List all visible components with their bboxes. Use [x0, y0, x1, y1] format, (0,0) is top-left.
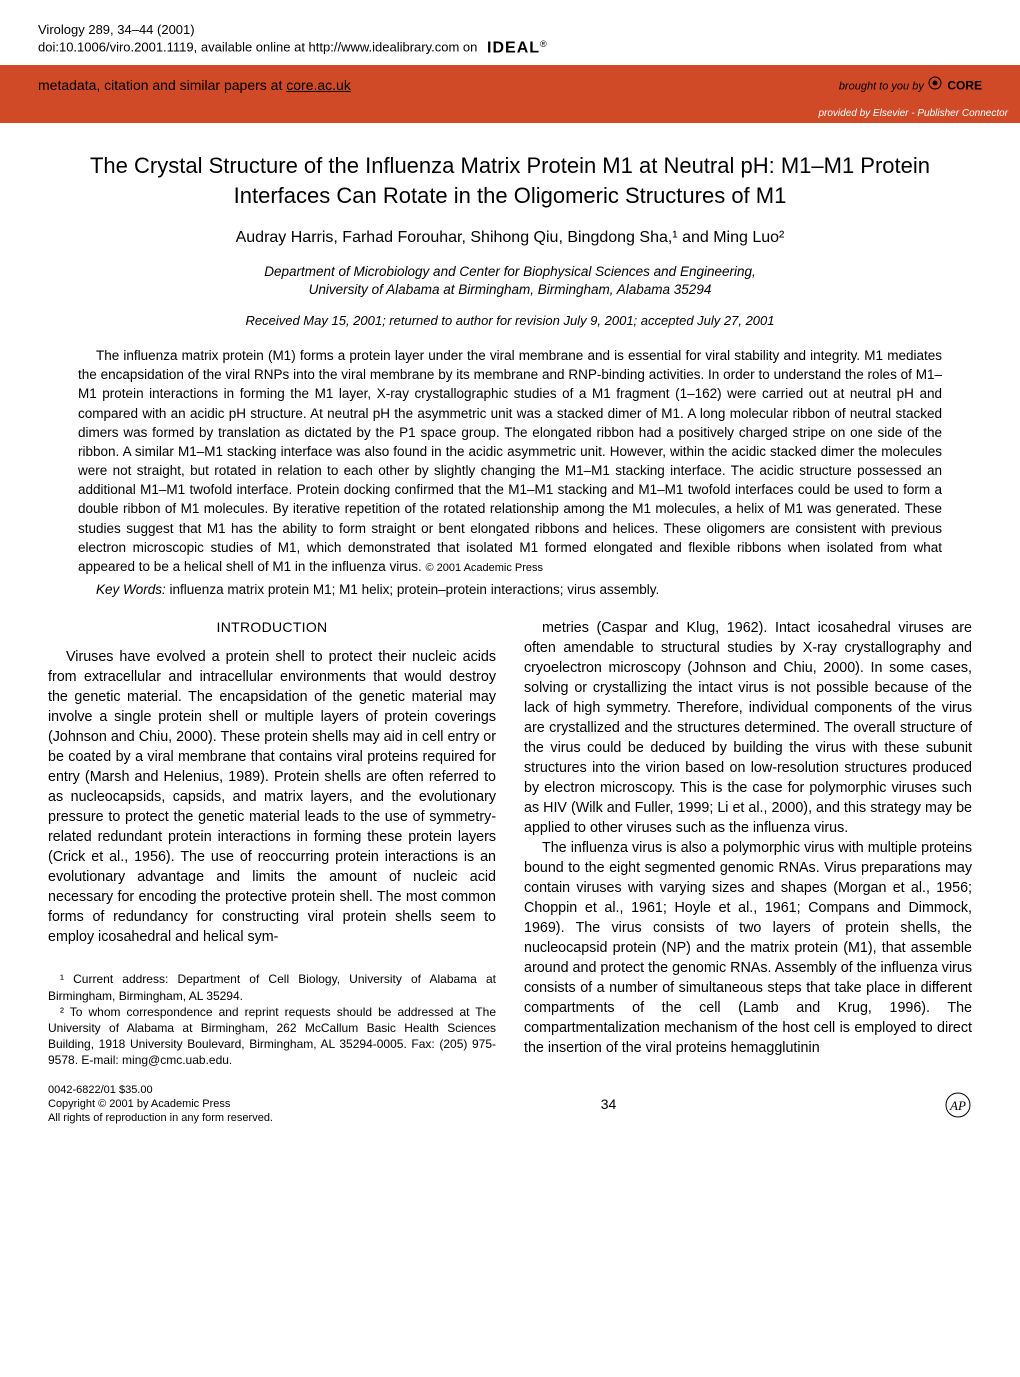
page-number: 34	[601, 1096, 617, 1112]
abstract-copyright: © 2001 Academic Press	[425, 562, 543, 574]
left-column: INTRODUCTION Viruses have evolved a prot…	[48, 618, 496, 1069]
core-brand: CORE	[947, 79, 982, 93]
authors-line: Audray Harris, Farhad Forouhar, Shihong …	[60, 229, 960, 247]
banner-right: brought to you by CORE	[839, 75, 982, 96]
provided-by-text: provided by Elsevier - Publisher Connect…	[818, 108, 1008, 119]
doi-text: doi:10.1006/viro.2001.1119, available on…	[38, 40, 477, 55]
footer-rights: All rights of reproduction in any form r…	[48, 1111, 273, 1125]
core-banner: metadata, citation and similar papers at…	[0, 65, 1020, 105]
header-block: Virology 289, 34–44 (2001) doi:10.1006/v…	[0, 0, 1020, 65]
affiliation: Department of Microbiology and Center fo…	[60, 263, 960, 299]
received-dates: Received May 15, 2001; returned to autho…	[60, 313, 960, 328]
abstract-text: The influenza matrix protein (M1) forms …	[78, 348, 942, 574]
banner-left-text: metadata, citation and similar papers at…	[38, 77, 351, 93]
footer-left: 0042-6822/01 $35.00 Copyright © 2001 by …	[48, 1083, 273, 1126]
brought-by-text: brought to you by	[839, 81, 927, 93]
academic-press-icon: AP	[944, 1102, 972, 1124]
footnote-1: ¹ Current address: Department of Cell Bi…	[48, 971, 496, 1003]
keywords-text: influenza matrix protein M1; M1 helix; p…	[166, 582, 659, 597]
intro-paragraph-2: The influenza virus is also a polymorphi…	[524, 838, 972, 1058]
right-column: metries (Caspar and Klug, 1962). Intact …	[524, 618, 972, 1069]
ideal-logo: IDEAL®	[487, 39, 547, 57]
footnotes: ¹ Current address: Department of Cell Bi…	[48, 971, 496, 1068]
core-link[interactable]: core.ac.uk	[286, 77, 351, 93]
core-brand-icon	[927, 75, 943, 96]
metadata-label: metadata, citation and similar papers at	[38, 77, 286, 93]
article-title: The Crystal Structure of the Influenza M…	[60, 151, 960, 210]
provided-by-bar: provided by Elsevier - Publisher Connect…	[0, 105, 1020, 123]
keywords-label: Key Words:	[96, 582, 166, 597]
ideal-logo-text: IDEAL	[487, 39, 540, 56]
affiliation-line2: University of Alabama at Birmingham, Bir…	[60, 281, 960, 299]
svg-text:AP: AP	[949, 1098, 966, 1113]
journal-reference: Virology 289, 34–44 (2001)	[38, 22, 982, 37]
intro-paragraph-1: Viruses have evolved a protein shell to …	[48, 647, 496, 947]
introduction-heading: INTRODUCTION	[48, 618, 496, 638]
publisher-logo: AP	[944, 1091, 972, 1125]
issn-price: 0042-6822/01 $35.00	[48, 1083, 273, 1097]
keywords-line: Key Words: influenza matrix protein M1; …	[78, 580, 942, 599]
footer-copyright: Copyright © 2001 by Academic Press	[48, 1097, 273, 1111]
journal-page: Virology 289, 34–44 (2001) doi:10.1006/v…	[0, 0, 1020, 1377]
abstract-paragraph: The influenza matrix protein (M1) forms …	[78, 346, 942, 576]
abstract: The influenza matrix protein (M1) forms …	[0, 346, 1020, 599]
body-columns: INTRODUCTION Viruses have evolved a prot…	[0, 600, 1020, 1069]
intro-paragraph-1-cont: metries (Caspar and Klug, 1962). Intact …	[524, 618, 972, 838]
title-block: The Crystal Structure of the Influenza M…	[0, 123, 1020, 328]
footnote-2: ² To whom correspondence and reprint req…	[48, 1004, 496, 1069]
page-footer: 0042-6822/01 $35.00 Copyright © 2001 by …	[0, 1069, 1020, 1146]
doi-availability-line: doi:10.1006/viro.2001.1119, available on…	[38, 39, 982, 57]
affiliation-line1: Department of Microbiology and Center fo…	[60, 263, 960, 281]
